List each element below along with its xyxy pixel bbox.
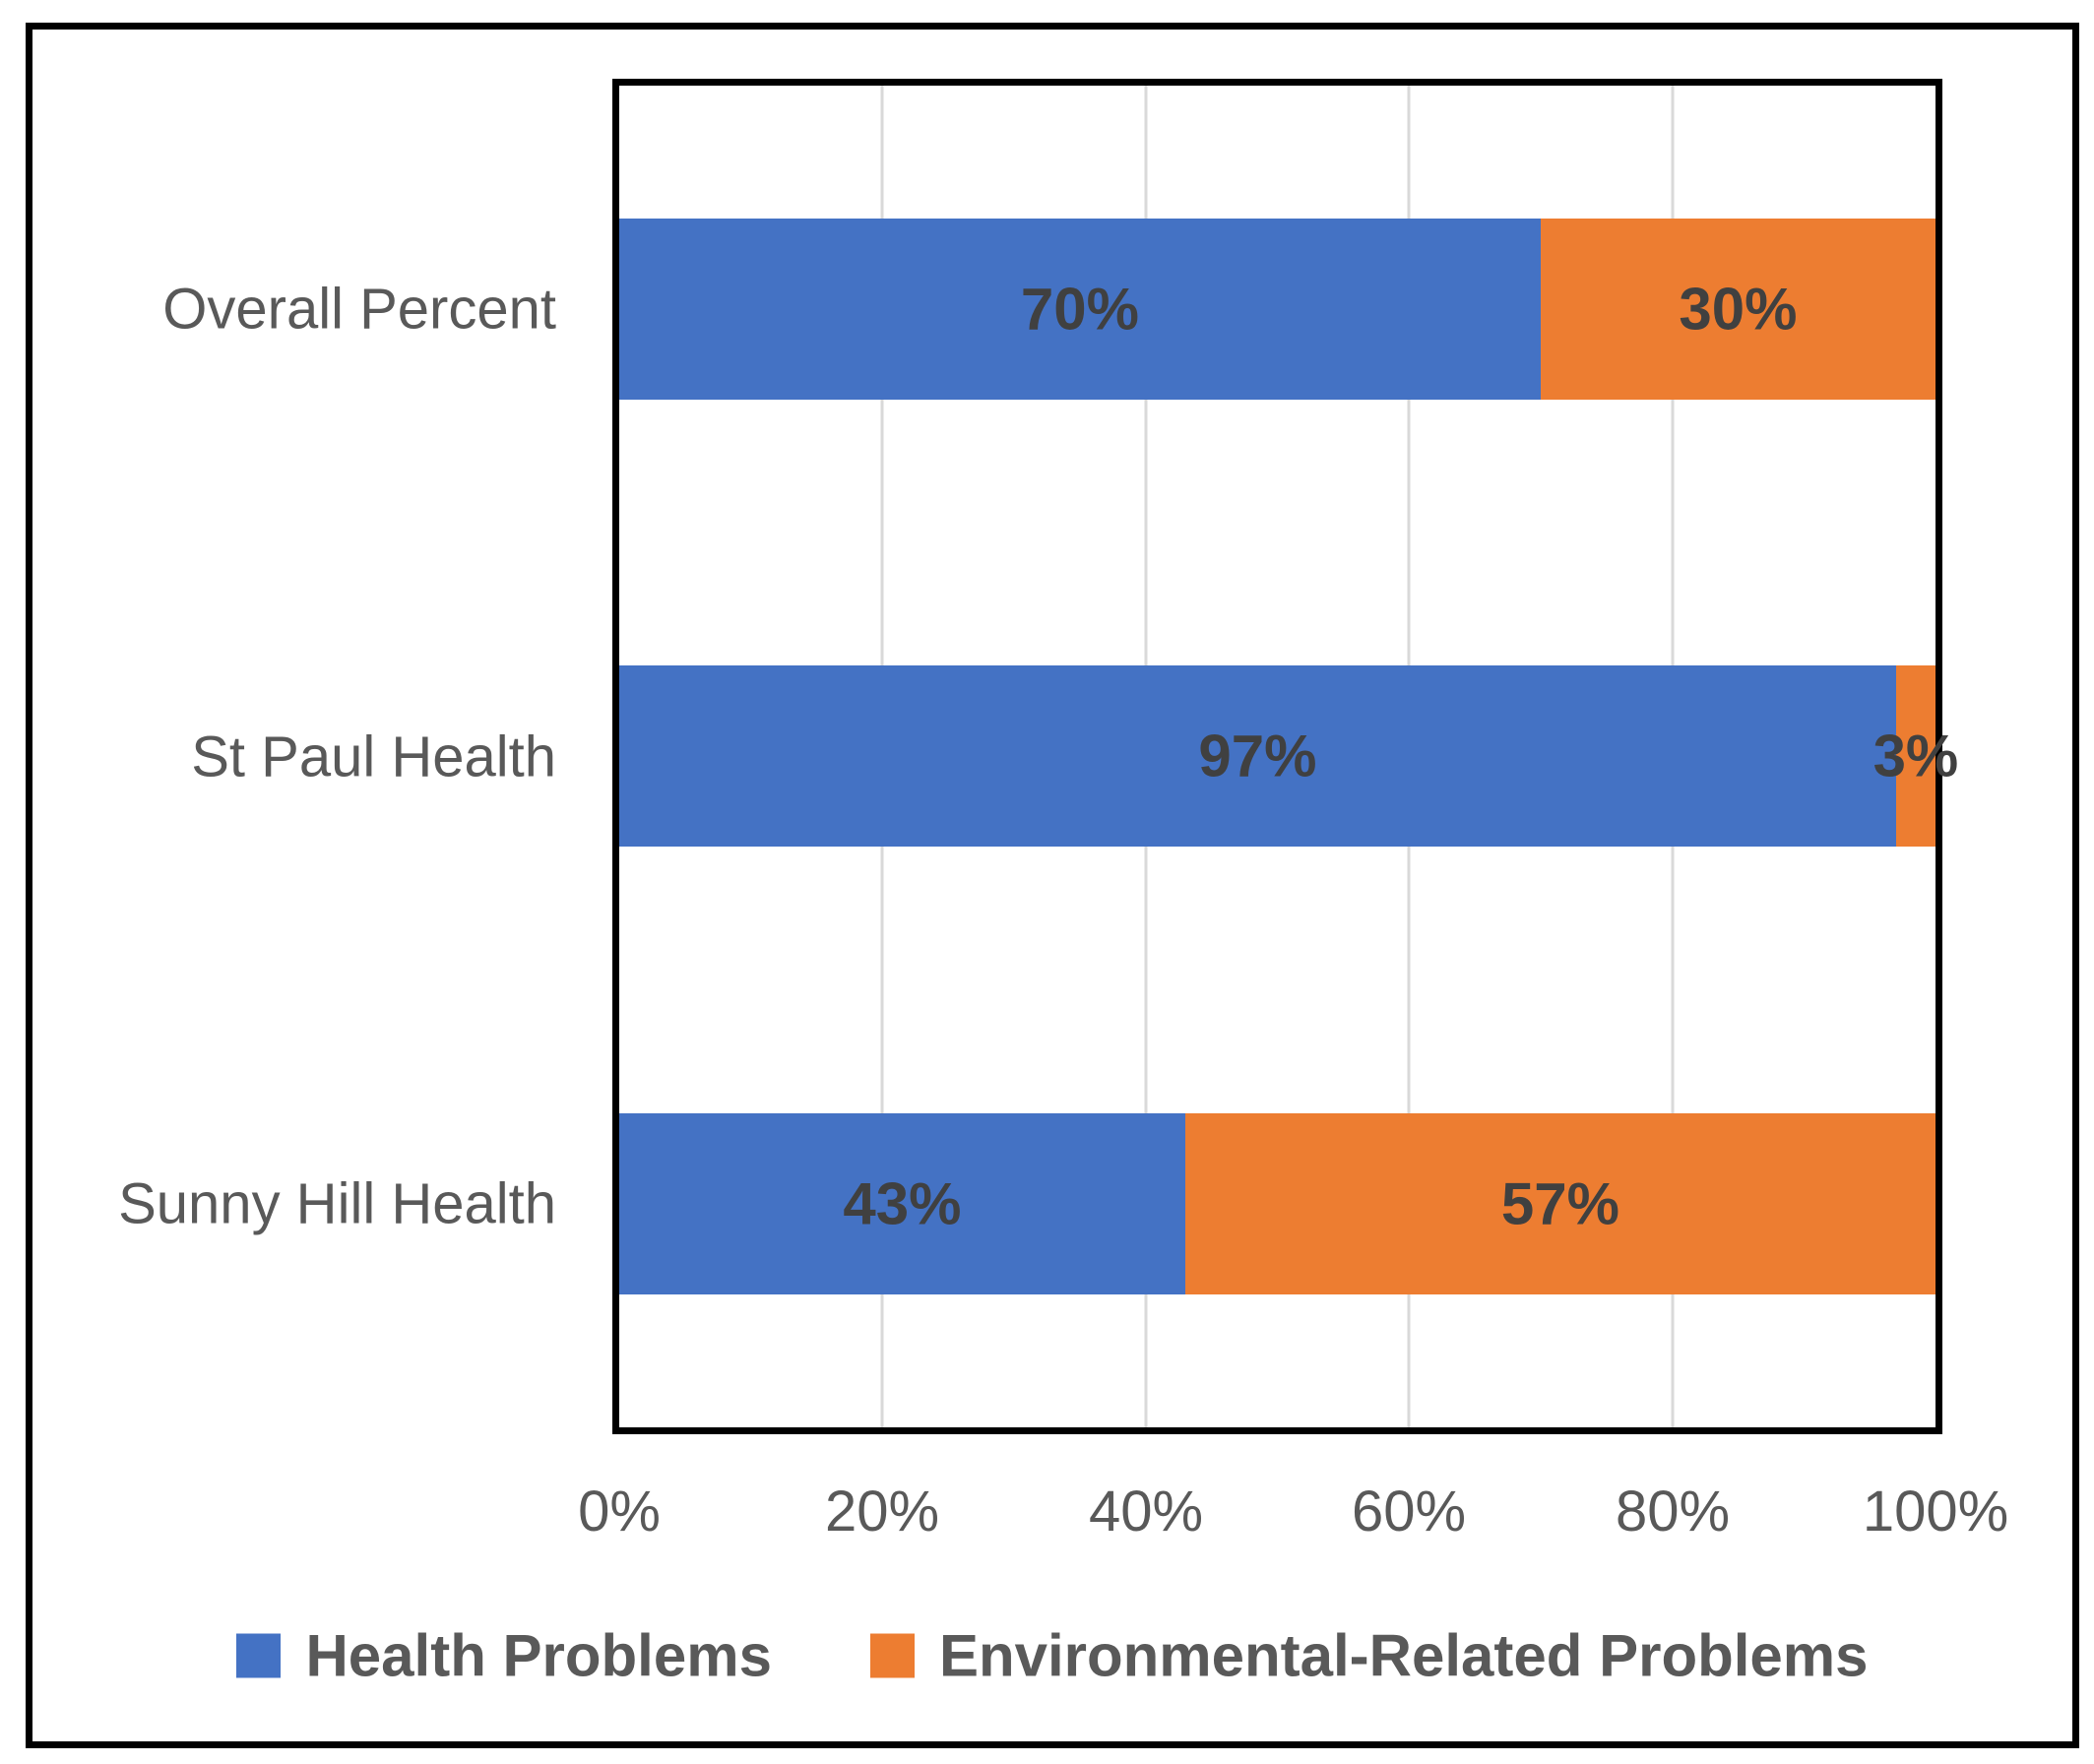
plot-band: 43% 57% xyxy=(619,980,1935,1427)
data-label: 70% xyxy=(1020,276,1139,343)
plot-area: 70% 30% 97% 3% 43% 57% xyxy=(612,79,1958,1434)
legend-swatch-icon xyxy=(236,1633,282,1678)
stacked-bar: 43% 57% xyxy=(619,1112,1935,1294)
bar-segment-environmental-related-problems: 30% xyxy=(1540,219,1935,401)
data-label: 30% xyxy=(1679,276,1798,343)
category-label: Overall Percent xyxy=(162,277,556,342)
legend-item: Environmental-Related Problems xyxy=(869,1622,1869,1690)
bar-segment-environmental-related-problems: 3% xyxy=(1873,665,1958,848)
data-label: 97% xyxy=(1198,723,1317,789)
x-tick-label: 100% xyxy=(1862,1480,2009,1544)
x-tick-label: 80% xyxy=(1615,1480,1731,1544)
plot-band: 70% 30% xyxy=(619,86,1935,533)
x-tick-label: 0% xyxy=(578,1480,661,1544)
x-tick-label: 20% xyxy=(824,1480,940,1544)
bar-segment-health-problems: 43% xyxy=(619,1112,1185,1294)
stacked-bar: 70% 30% xyxy=(619,219,1935,401)
bar-segment-environmental-related-problems: 57% xyxy=(1184,1112,1935,1294)
category-label: St Paul Health xyxy=(191,724,556,789)
bar-segment-health-problems: 97% xyxy=(619,665,1896,848)
data-label: 3% xyxy=(1872,723,1959,789)
bar-segment-health-problems: 70% xyxy=(619,219,1541,401)
x-tick-label: 60% xyxy=(1351,1480,1467,1544)
plot-band: 97% 3% xyxy=(619,533,1958,979)
stacked-bar: 97% 3% xyxy=(619,665,1958,848)
x-tick-label: 40% xyxy=(1088,1480,1204,1544)
category-label: Sunny Hill Health xyxy=(118,1171,556,1236)
legend-label: Environmental-Related Problems xyxy=(938,1622,1869,1689)
legend-label: Health Problems xyxy=(305,1622,772,1689)
legend-swatch-icon xyxy=(869,1633,915,1678)
data-label: 57% xyxy=(1500,1170,1619,1237)
legend-item: Health Problems xyxy=(236,1622,772,1690)
data-label: 43% xyxy=(843,1170,962,1237)
legend: Health Problems Environmental-Related Pro… xyxy=(26,1622,2079,1690)
